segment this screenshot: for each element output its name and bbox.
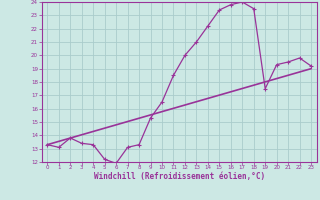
X-axis label: Windchill (Refroidissement éolien,°C): Windchill (Refroidissement éolien,°C)	[94, 172, 265, 181]
